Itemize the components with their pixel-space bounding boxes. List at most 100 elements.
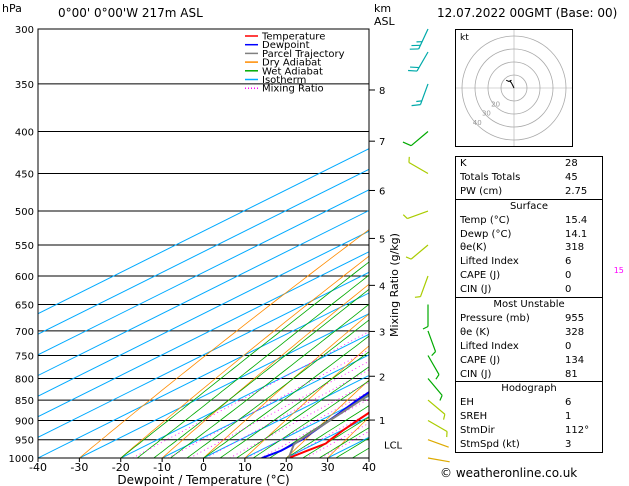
most-unstable-row: CAPE (J) 134 xyxy=(456,354,602,368)
wind-barb-half xyxy=(416,100,422,103)
surface-value: 318 xyxy=(565,242,585,254)
lcl-label: LCL xyxy=(384,441,403,452)
wind-barb xyxy=(414,275,429,298)
dry-adiabat-line xyxy=(617,29,629,458)
wet-adiabat-line xyxy=(203,335,369,458)
isotherm-line xyxy=(38,189,369,356)
km-tick-label: 3 xyxy=(379,327,385,338)
wind-barb-staff xyxy=(419,83,429,105)
hodograph-stat-value: 112° xyxy=(565,425,590,437)
hodograph-stat-value: 1 xyxy=(565,411,572,423)
km-tick-label: 1 xyxy=(379,416,385,427)
wind-barb xyxy=(411,83,429,107)
pressure-unit-label: hPa xyxy=(2,2,22,15)
wind-barb xyxy=(422,304,429,330)
wet-adiabat-line xyxy=(236,366,369,458)
index-label: PW (cm) xyxy=(460,185,503,197)
most-unstable-value: 0 xyxy=(565,340,572,352)
wind-barb-half xyxy=(422,325,429,330)
dry-adiabat-line xyxy=(161,283,369,458)
most-unstable-row: Pressure (mb) 955 xyxy=(456,312,602,326)
surface-row: θe(K) 318 xyxy=(456,241,602,255)
wind-barb-staff xyxy=(408,161,429,174)
wind-barb-staff xyxy=(407,210,429,220)
wind-barb xyxy=(408,51,429,72)
mixing-ratio-line xyxy=(132,331,369,458)
surface-value: 15.4 xyxy=(565,214,588,226)
wet-adiabat-line xyxy=(252,380,369,458)
wet-adiabat-line xyxy=(186,319,369,458)
hodograph-panel: 20 30 40 kt xyxy=(455,29,573,147)
index-value: 45 xyxy=(565,171,578,183)
index-label: Totals Totals xyxy=(460,171,521,183)
wet-adiabat-line xyxy=(120,261,369,458)
surface-row: Temp (°C) 15.4 xyxy=(456,214,602,228)
wind-barb-flag xyxy=(409,48,419,50)
km-tick-label: 6 xyxy=(379,186,385,197)
isotherm-line xyxy=(38,148,369,315)
wind-barb-flag xyxy=(402,141,412,147)
wind-barb-staff xyxy=(427,399,446,415)
isotherm-line xyxy=(38,209,369,377)
x-tick-label: -10 xyxy=(153,461,171,474)
most-unstable-value: 81 xyxy=(565,368,578,380)
hodograph-table-title: Hodograph xyxy=(501,383,557,395)
most-unstable-row: CIN (J) 81 xyxy=(456,368,602,382)
wind-barb xyxy=(427,355,440,380)
wind-barb-staff xyxy=(419,275,429,297)
wind-barb-flag xyxy=(410,66,420,69)
wind-barb-half xyxy=(414,296,421,298)
x-tick-label: 40 xyxy=(362,461,376,474)
x-tick-label: -40 xyxy=(29,461,47,474)
hodograph-ring-label: 40 xyxy=(473,119,482,127)
legend-entry: Wet Adiabat xyxy=(262,66,323,77)
index-row: Totals Totals 45 xyxy=(456,171,602,185)
x-tick-label: 0 xyxy=(200,461,207,474)
surface-row: Lifted Index 6 xyxy=(456,255,602,269)
legend-entry: Isotherm xyxy=(262,75,306,86)
most-unstable-value: 955 xyxy=(565,313,585,325)
wind-barb xyxy=(427,439,449,448)
pressure-tick-label: 900 xyxy=(15,417,34,428)
wind-barb-half xyxy=(416,41,423,43)
wind-barb-flag xyxy=(411,104,421,107)
hodograph-unit-label: kt xyxy=(460,33,469,43)
index-value: 28 xyxy=(565,158,578,169)
wind-barb-staff xyxy=(427,355,440,375)
wind-barb-staff xyxy=(427,378,443,396)
surface-label: Lifted Index xyxy=(460,256,519,268)
hodograph-stat-value: 3 xyxy=(565,439,572,451)
wind-barb-staff xyxy=(410,244,429,260)
hodograph-stat-row: StmSpd (kt) 3 xyxy=(456,438,602,452)
most-unstable-label: θe (K) xyxy=(460,326,490,338)
wet-adiabat-line xyxy=(137,274,369,458)
surface-label: Dewp (°C) xyxy=(460,228,512,240)
hodograph-stat-row: SREH 1 xyxy=(456,410,602,424)
hodograph-stat-label: StmSpd (kt) xyxy=(460,439,520,451)
most-unstable-row: Lifted Index 0 xyxy=(456,340,602,354)
most-unstable-label: Lifted Index xyxy=(460,340,519,352)
most-unstable-value: 328 xyxy=(565,326,585,338)
isotherm-line xyxy=(161,354,369,458)
wet-adiabat-line xyxy=(286,405,369,458)
x-tick-label: -30 xyxy=(70,461,88,474)
hodograph-stat-row: StmDir 112° xyxy=(456,424,602,438)
wind-barb-staff xyxy=(427,330,437,352)
pressure-tick-label: 800 xyxy=(15,375,34,386)
surface-value: 14.1 xyxy=(565,228,588,240)
wind-barb-half xyxy=(408,156,410,163)
wind-barb-half xyxy=(405,256,412,260)
wind-barb-half xyxy=(435,374,440,380)
wind-barb xyxy=(402,131,429,147)
wind-barb xyxy=(409,28,429,50)
pressure-tick-label: 950 xyxy=(15,436,34,447)
mixing-ratio-label: 15 xyxy=(614,266,624,275)
wind-barb xyxy=(405,244,429,260)
most-unstable-label: CIN (J) xyxy=(460,368,492,380)
dry-adiabat-line xyxy=(79,229,369,458)
location-label: 0°00' 0°00'W 217m ASL xyxy=(58,6,203,20)
wind-barb-staff xyxy=(418,28,429,50)
hodograph-stat-value: 6 xyxy=(565,397,572,409)
wind-barb xyxy=(427,419,448,438)
